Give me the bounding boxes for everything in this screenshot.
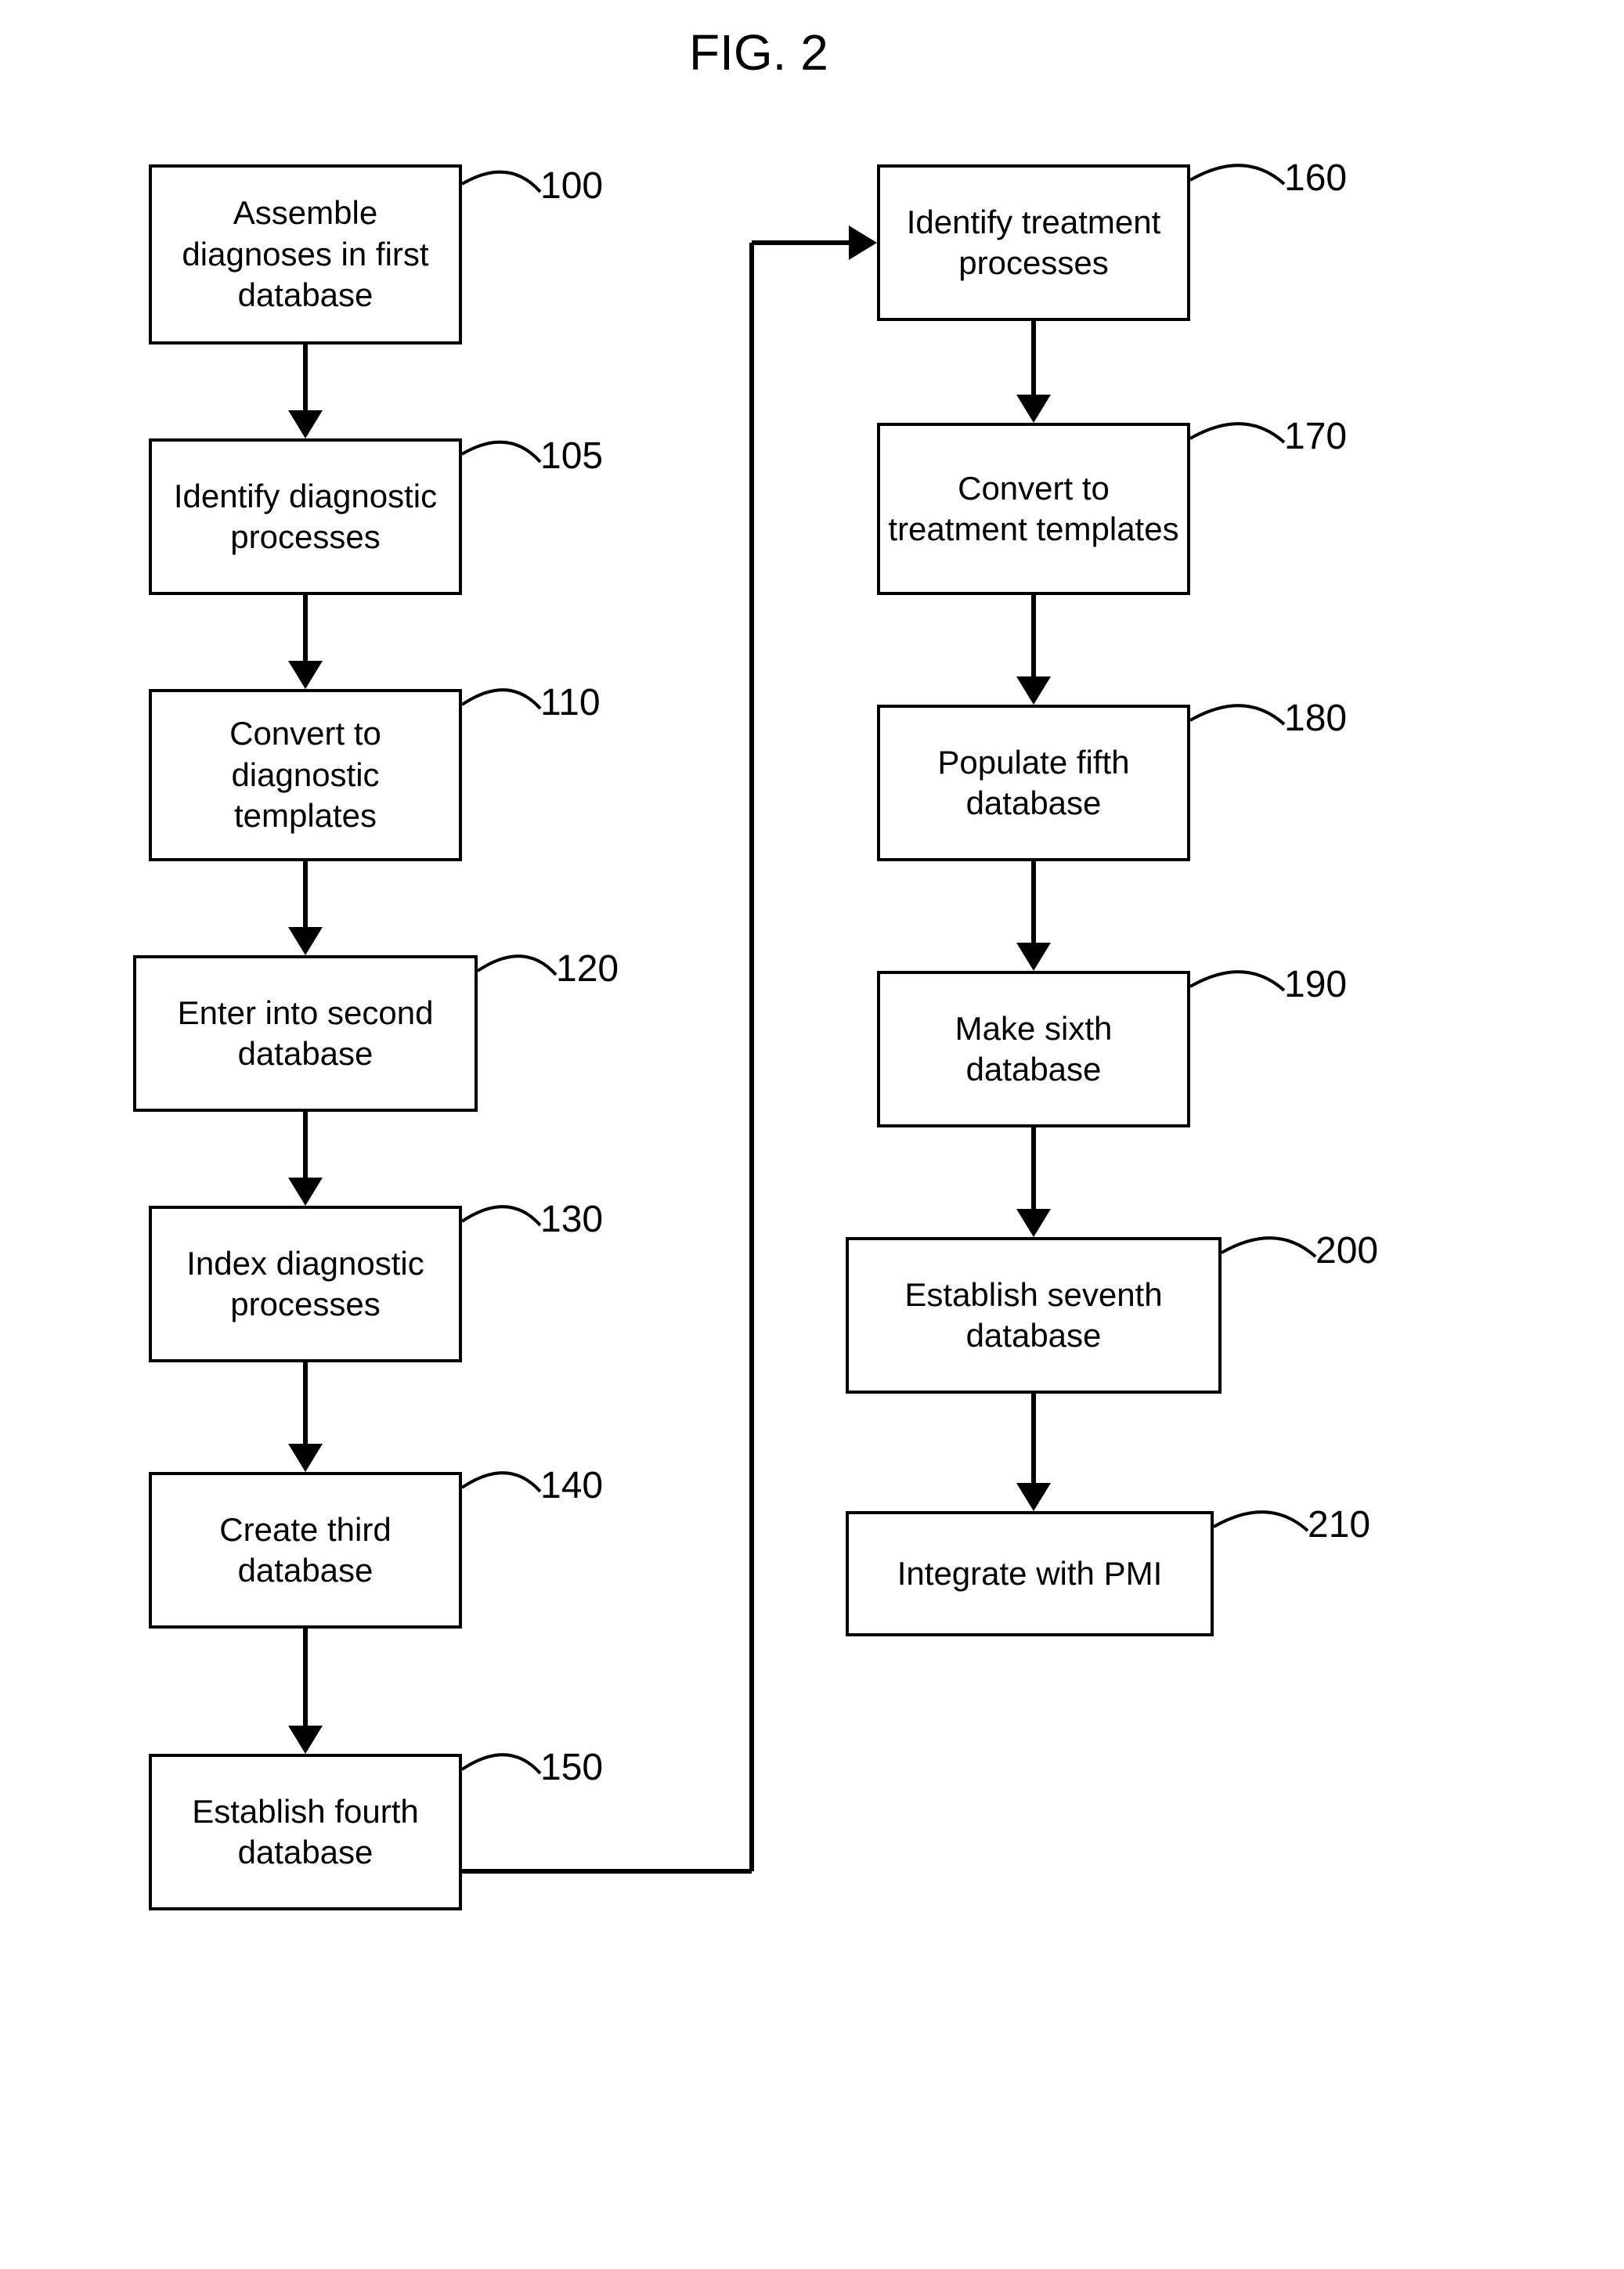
ref-label-180: 180 bbox=[1284, 697, 1347, 740]
flow-node-210: Integrate with PMI bbox=[846, 1511, 1214, 1636]
flow-node-130: Index diagnostic processes bbox=[149, 1206, 462, 1362]
flow-node-160: Identify treatment processes bbox=[877, 164, 1190, 321]
ref-label-130: 130 bbox=[540, 1198, 603, 1241]
flow-node-110: Convert to diagnostic templates bbox=[149, 689, 462, 861]
flow-node-140: Create third database bbox=[149, 1472, 462, 1629]
flow-node-150: Establish fourth database bbox=[149, 1754, 462, 1910]
flow-node-170: Convert to treatment templates bbox=[877, 423, 1190, 595]
flowchart-canvas: FIG. 2 Assemble diagnoses in first datab… bbox=[0, 0, 1624, 2269]
ref-label-140: 140 bbox=[540, 1464, 603, 1507]
flow-node-200: Establish seventh database bbox=[846, 1237, 1222, 1394]
ref-label-105: 105 bbox=[540, 435, 603, 478]
ref-label-150: 150 bbox=[540, 1746, 603, 1789]
ref-label-100: 100 bbox=[540, 164, 603, 207]
ref-label-160: 160 bbox=[1284, 157, 1347, 200]
flow-node-190: Make sixth database bbox=[877, 971, 1190, 1127]
ref-label-110: 110 bbox=[540, 681, 601, 724]
flow-node-100: Assemble diagnoses in first database bbox=[149, 164, 462, 344]
flow-node-105: Identify diagnostic processes bbox=[149, 438, 462, 595]
ref-label-170: 170 bbox=[1284, 415, 1347, 458]
ref-label-190: 190 bbox=[1284, 963, 1347, 1006]
flow-node-180: Populate fifth database bbox=[877, 705, 1190, 861]
ref-label-200: 200 bbox=[1315, 1229, 1378, 1272]
flow-node-120: Enter into second database bbox=[133, 955, 478, 1112]
figure-title: FIG. 2 bbox=[689, 23, 828, 81]
ref-label-210: 210 bbox=[1308, 1503, 1370, 1546]
ref-label-120: 120 bbox=[556, 947, 619, 990]
